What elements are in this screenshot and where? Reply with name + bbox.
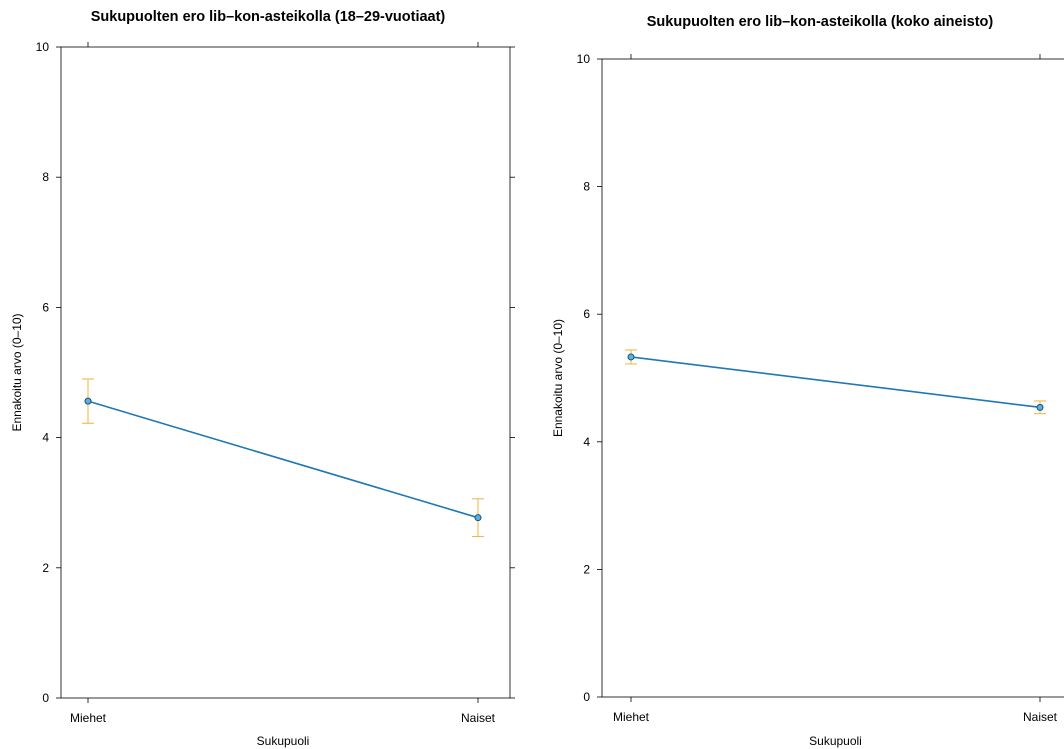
series-line: [630, 356, 1041, 409]
x-tick-label: Naiset: [461, 711, 496, 725]
y-tick-label: 6: [42, 300, 49, 314]
chart-panel-young: 0 2 4 6 8 10 Miehet Naiset Sukupuolten ero lib–k…: [10, 9, 515, 748]
plot-frame: [60, 46, 511, 699]
x-tick-label: Miehet: [70, 711, 107, 725]
y-tick-label: 10: [36, 40, 50, 54]
chart-title: Sukupuolten ero lib–kon-asteikolla (18–2…: [91, 9, 446, 25]
y-tick-label: 6: [583, 307, 590, 321]
y-tick-label: 4: [583, 435, 590, 449]
data-point: [474, 514, 482, 522]
x-axis-label: Sukupuoli: [257, 734, 310, 748]
y-tick-label: 8: [583, 180, 590, 194]
y-tick-label: 2: [583, 562, 590, 576]
chart-title: Sukupuolten ero lib–kon-asteikolla (koko…: [647, 14, 994, 30]
x-axis-label: Sukupuoli: [809, 734, 862, 748]
y-tick-label: 4: [42, 431, 49, 445]
y-tick-label: 0: [583, 690, 590, 704]
y-axis-label: Ennakoitu arvo (0–10): [551, 319, 565, 437]
x-tick-label: Naiset: [1023, 710, 1058, 724]
y-tick-label: 0: [42, 691, 49, 705]
series-line: [87, 400, 479, 519]
y-tick-label: 10: [577, 52, 591, 66]
y-tick-label: 8: [42, 170, 49, 184]
y-tick-label: 2: [42, 561, 49, 575]
plot-frame: [601, 58, 1064, 698]
x-tick-label: Miehet: [613, 710, 650, 724]
data-point: [84, 397, 92, 405]
y-axis-label: Ennakoitu arvo (0–10): [10, 313, 24, 431]
chart-panel-all: 0 2 4 6 8 10 Miehet Naiset Sukupuolten ero lib–k…: [551, 14, 1064, 748]
data-point: [627, 353, 635, 361]
data-point: [1036, 403, 1044, 411]
